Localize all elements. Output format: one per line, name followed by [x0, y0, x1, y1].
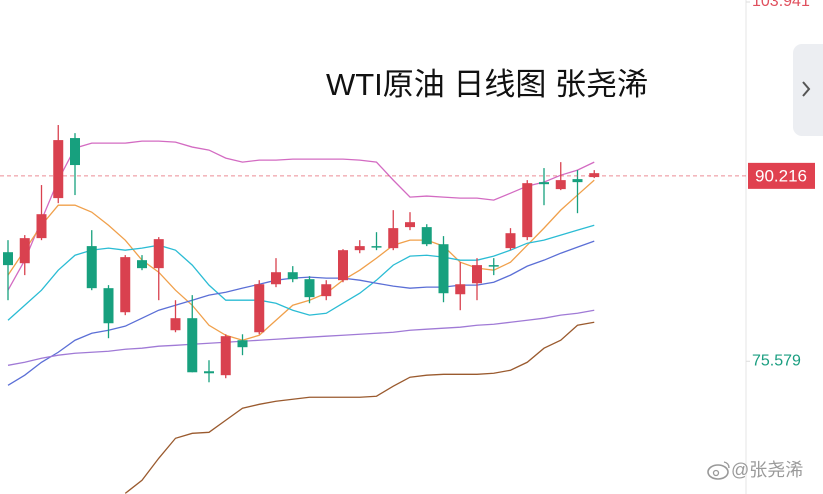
candle-body	[388, 228, 399, 249]
indicator-line	[7, 224, 595, 321]
candle-body	[36, 214, 47, 239]
arrow-icon	[802, 81, 811, 97]
candle-body	[572, 179, 583, 183]
candle-body	[354, 246, 365, 251]
candle-body	[70, 138, 80, 166]
candle-body	[488, 265, 499, 267]
candle-body	[338, 250, 348, 281]
candle-body	[438, 244, 449, 294]
candle-body	[204, 371, 214, 374]
candle-body	[539, 182, 549, 185]
candle-body	[555, 180, 566, 190]
candle-body	[505, 233, 516, 249]
candle-body	[321, 284, 332, 297]
y-tick-label: 103.941	[752, 0, 810, 10]
indicator-line	[124, 321, 595, 494]
indicator-line	[7, 140, 595, 291]
candle-body	[287, 272, 298, 280]
candle-body	[53, 140, 64, 199]
candle-body	[153, 239, 164, 269]
candle-body	[237, 340, 248, 348]
watermark-icon	[707, 461, 730, 480]
candle-body	[522, 183, 533, 238]
price-label: 90.216	[755, 166, 807, 185]
watermark: @张尧浠	[731, 460, 803, 480]
chart-title: WTI原油 日线图 张尧浠	[326, 67, 648, 102]
candle-body	[86, 246, 97, 289]
candle-body	[3, 252, 13, 266]
indicator-line	[7, 240, 595, 386]
candle-body	[304, 279, 315, 298]
candle-body	[103, 288, 114, 324]
candle-body	[455, 284, 466, 295]
indicator-line	[7, 309, 595, 366]
candle-body	[220, 336, 231, 376]
y-tick-label: 75.579	[752, 352, 801, 369]
plot-area	[3, 125, 600, 494]
candle-body	[19, 238, 30, 264]
candle-body	[271, 272, 281, 285]
candle-body	[254, 284, 265, 333]
candle-body	[187, 318, 198, 373]
candle-body	[472, 265, 482, 284]
indicator-line	[7, 179, 595, 341]
candle-body	[137, 260, 147, 269]
candle-body	[170, 318, 181, 331]
candle-body	[371, 246, 382, 248]
price-label-box	[748, 162, 815, 189]
candle-body	[421, 227, 432, 245]
candle-body	[589, 173, 600, 178]
candle-body	[405, 222, 415, 228]
candle-body	[120, 257, 131, 313]
